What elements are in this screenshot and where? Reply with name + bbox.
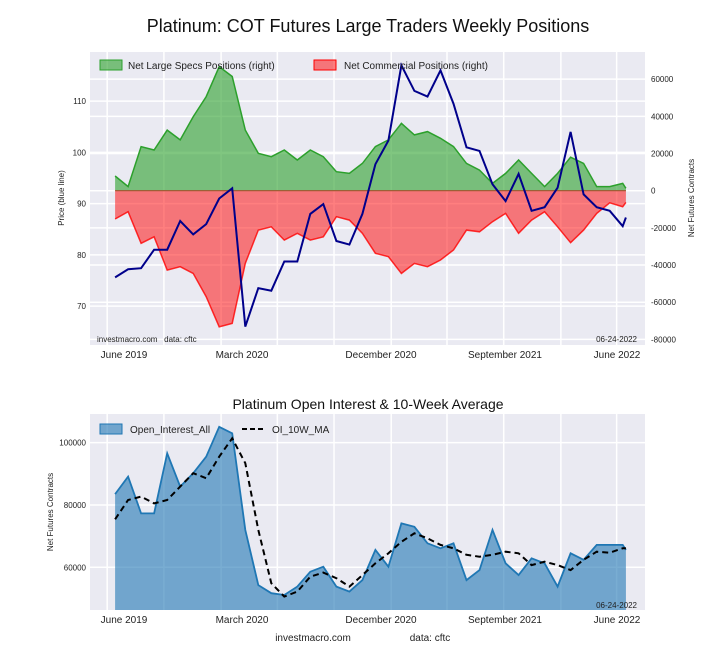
footer-source: data: cftc: [410, 633, 451, 644]
legend-label-commercials: Net Commercial Positions (right): [344, 61, 488, 72]
specs-line: [114, 65, 627, 189]
x-tick-label: September 2021: [468, 350, 542, 361]
price-line: [114, 62, 627, 327]
y2-tick-label: 0: [651, 187, 656, 196]
legend-label-oi: Open_Interest_All: [130, 425, 210, 436]
y2-tick-label: -20000: [651, 224, 676, 233]
y-tick-label: 80000: [64, 501, 87, 510]
top-right-axis-label: Net Futures Contracts: [687, 159, 696, 237]
footer-site: investmacro.com: [275, 633, 351, 644]
top-legend: Net Large Specs Positions (right) Net Co…: [99, 59, 488, 72]
legend-swatch-commercials: [313, 59, 337, 71]
y-tick-label: 100000: [59, 439, 86, 448]
y-tick-label: 70: [77, 302, 86, 311]
x-tick-label: June 2022: [594, 350, 641, 361]
legend-swatch-oi: [99, 423, 123, 435]
top-axes-ticks: 70 80 90 100 110 60000 40000 20000 0 -20000 -40000…: [73, 75, 677, 361]
y-tick-label: 60000: [64, 563, 87, 572]
x-tick-label: June 2019: [101, 350, 148, 361]
y2-tick-label: 20000: [651, 150, 674, 159]
bottom-axes-ticks: 60000 80000 100000 June 2019 March 2020 Decem…: [59, 439, 640, 626]
y2-tick-label: -60000: [651, 298, 676, 307]
open-interest-line: [114, 425, 627, 596]
legend-swatch-specs: [99, 59, 123, 71]
legend-label-ma: OI_10W_MA: [272, 425, 330, 436]
y2-tick-label: -40000: [651, 261, 676, 270]
y-tick-label: 90: [77, 200, 86, 209]
x-tick-label: June 2022: [594, 615, 641, 626]
bottom-legend: Open_Interest_All OI_10W_MA: [99, 423, 330, 436]
x-tick-label: June 2019: [101, 615, 148, 626]
bottom-date-stamp: 06-24-2022: [596, 601, 637, 610]
x-tick-label: December 2020: [345, 615, 417, 626]
y-tick-label: 110: [73, 97, 86, 106]
top-date-stamp: 06-24-2022: [596, 335, 637, 344]
top-left-axis-label: Price (blue line): [57, 170, 66, 226]
specs-area: [115, 66, 626, 191]
y-tick-label: 100: [73, 148, 87, 157]
x-tick-label: September 2021: [468, 615, 542, 626]
y2-tick-label: 40000: [651, 112, 674, 121]
bottom-axis-label: Net Futures Contracts: [46, 473, 55, 551]
top-series: [114, 62, 627, 328]
legend-label-specs: Net Large Specs Positions (right): [128, 61, 275, 72]
y-tick-label: 80: [77, 251, 86, 260]
open-interest-area: [115, 426, 626, 610]
x-tick-label: December 2020: [345, 350, 417, 361]
bottom-series: [114, 425, 627, 610]
chart-title: Platinum: COT Futures Large Traders Week…: [147, 16, 590, 36]
x-tick-label: March 2020: [216, 350, 269, 361]
commercials-line: [114, 201, 627, 328]
commercials-area: [115, 190, 626, 327]
bottom-chart-title: Platinum Open Interest & 10-Week Average: [232, 396, 503, 412]
oi-10w-ma-line: [114, 436, 626, 598]
y2-tick-label: 60000: [651, 75, 674, 84]
y2-tick-label: -80000: [651, 335, 676, 344]
x-tick-label: March 2020: [216, 615, 269, 626]
top-watermark: investmacro.com data: cftc: [97, 335, 197, 344]
